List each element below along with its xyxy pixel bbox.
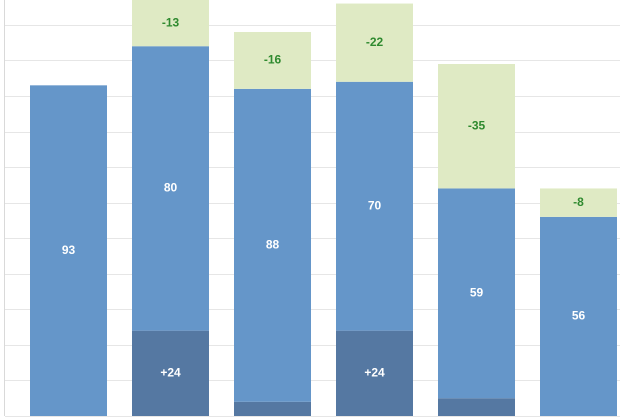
data-label-s1-c3: 70	[368, 198, 382, 212]
bar-segment-s1-c1	[132, 46, 209, 331]
bar-segment-s0-c2	[234, 401, 311, 416]
bar-segment-s2-c2	[234, 32, 311, 89]
bar-segment-s1-c0	[30, 85, 107, 416]
data-label-s1-c0: 93	[62, 243, 76, 257]
bar-labels: 93 +24 80 -13 88 -16 +24 70 -22 59 -35 56 -8	[62, 15, 586, 379]
data-label-s0-c3: +24	[364, 366, 385, 380]
bar-segment-s0-c3	[336, 330, 413, 416]
data-label-s1-c4: 59	[470, 286, 484, 300]
data-label-s1-c1: 80	[164, 181, 178, 195]
bar-segment-s1-c4	[438, 188, 515, 399]
data-label-s2-c4: -35	[468, 118, 486, 132]
data-label-s2-c1: -13	[162, 15, 180, 29]
data-label-s1-c2: 88	[266, 238, 280, 252]
data-label-s2-c3: -22	[366, 35, 384, 49]
data-label-s2-c5: -8	[573, 195, 584, 209]
data-label-s1-c5: 56	[572, 309, 586, 323]
gridlines	[5, 25, 620, 417]
bar-segment-s1-c2	[234, 88, 311, 402]
bar-segment-s1-c5	[540, 216, 617, 416]
bar-segment-s2-c4	[438, 64, 515, 189]
bar-segment-s2-c1	[132, 0, 209, 47]
bars	[30, 0, 617, 416]
bar-segment-s2-c5	[540, 188, 617, 217]
bar-segment-s0-c4	[438, 398, 515, 416]
bar-segment-s2-c3	[336, 3, 413, 82]
bar-segment-s1-c3	[336, 81, 413, 331]
data-label-s2-c2: -16	[264, 53, 282, 67]
bar-segment-s0-c1	[132, 330, 209, 416]
data-label-s0-c1: +24	[160, 366, 181, 380]
